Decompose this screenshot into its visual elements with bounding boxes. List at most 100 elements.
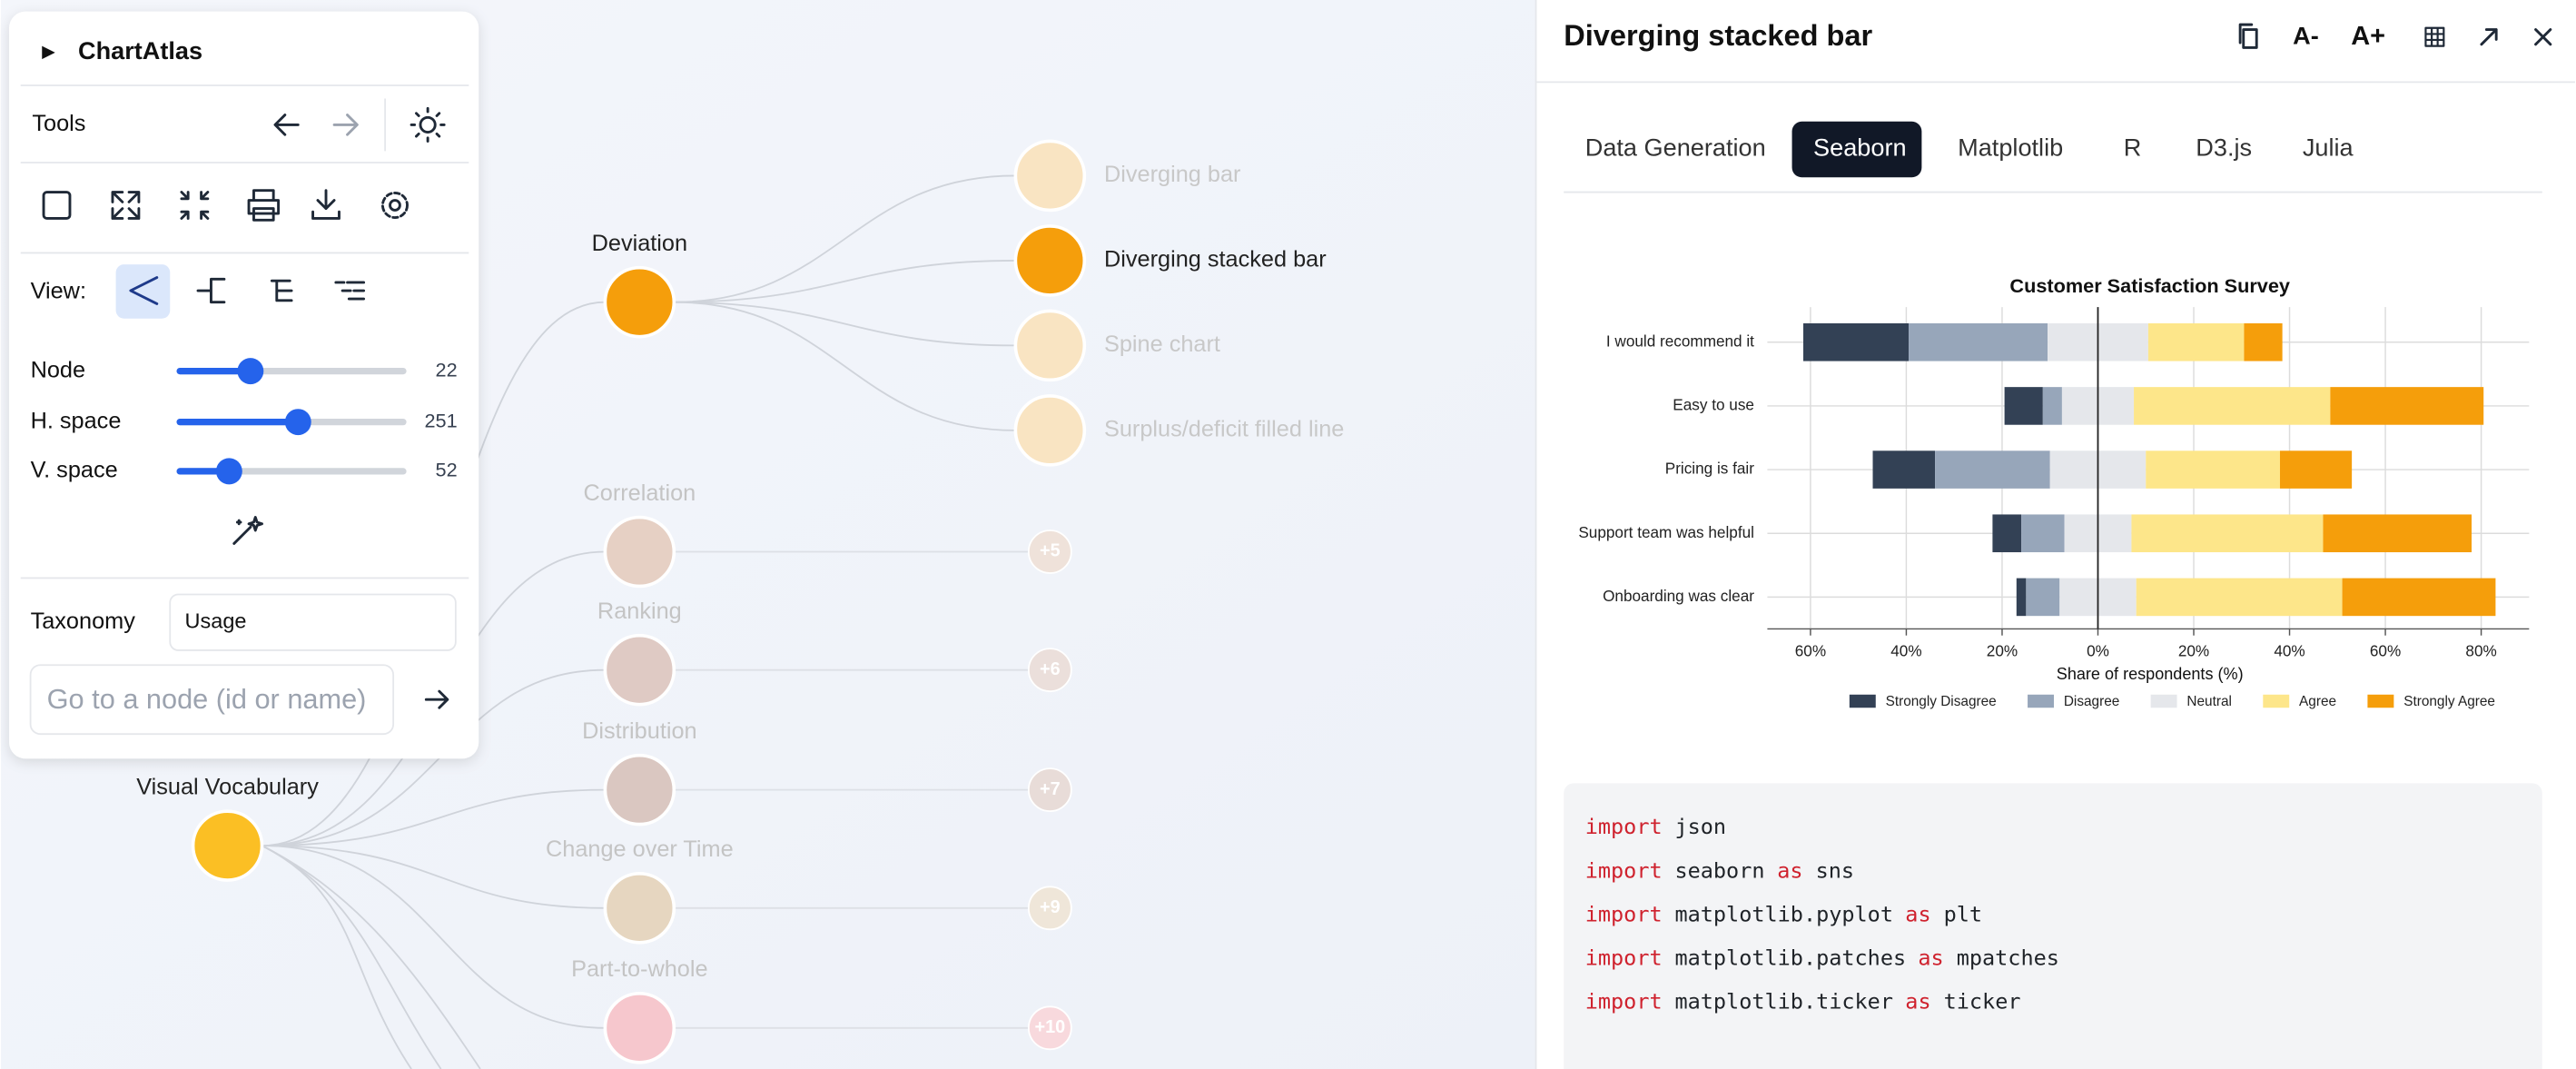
bar-segment	[2342, 578, 2496, 617]
bar-segment	[2136, 578, 2343, 617]
root-label: Visual Vocabulary	[136, 775, 319, 800]
view-indent-button[interactable]	[270, 279, 293, 302]
view-tree-button[interactable]	[196, 277, 226, 304]
category-node[interactable]	[603, 633, 676, 707]
leaf-label: Spine chart	[1104, 332, 1220, 357]
category-node[interactable]	[603, 515, 676, 589]
category-node[interactable]	[603, 872, 676, 945]
legend-label: Agree	[2299, 694, 2336, 709]
magic-wand-button[interactable]	[232, 516, 263, 545]
category-label: Change over Time	[546, 836, 734, 862]
bar-segment	[2147, 322, 2245, 361]
edge	[674, 260, 1016, 303]
category-node[interactable]	[603, 265, 676, 339]
settings-button[interactable]	[380, 191, 409, 220]
table-button[interactable]	[2424, 26, 2445, 47]
category-label: Distribution	[582, 718, 697, 744]
view-radial-selected[interactable]	[115, 264, 171, 319]
category-node[interactable]	[603, 753, 676, 826]
sliders: Node 22 H. space 251 V. space 52	[31, 357, 458, 485]
go-button[interactable]	[424, 689, 449, 709]
theme-toggle[interactable]	[410, 106, 446, 143]
y-tick-label: I would recommend it	[1606, 332, 1754, 350]
undo-button[interactable]	[273, 114, 300, 136]
tab[interactable]: Matplotlib	[1958, 134, 2063, 162]
code-keyword: import	[1585, 857, 1663, 883]
bar-segment	[1909, 322, 2048, 361]
view-icicle-button[interactable]	[334, 281, 366, 301]
redo-button[interactable]	[332, 114, 359, 136]
tab-active-bg	[1791, 121, 1922, 178]
tab[interactable]: R	[2124, 134, 2142, 162]
select-button[interactable]	[42, 191, 72, 220]
bar-segment	[2021, 514, 2065, 553]
category-label: Deviation	[592, 231, 687, 256]
slider-value: 22	[436, 358, 458, 381]
slider-value: 52	[436, 459, 458, 481]
slider-knob[interactable]	[237, 358, 264, 385]
view-label: View:	[31, 279, 86, 304]
popout-button[interactable]	[2480, 28, 2498, 46]
legend-label: Disagree	[2064, 694, 2119, 709]
y-tick-label: Onboarding was clear	[1603, 587, 1754, 605]
code-line: import json	[1585, 814, 1726, 839]
bar-segment	[2146, 450, 2280, 489]
bar-segment	[2323, 514, 2472, 553]
collapsed-node[interactable]	[1027, 886, 1072, 931]
code-keyword: as	[1905, 901, 1930, 926]
chart-title: Customer Satisfaction Survey	[2009, 274, 2290, 297]
collapsed-node[interactable]	[1027, 1005, 1072, 1051]
leaf-node[interactable]	[1013, 224, 1087, 297]
panel-title: Diverging stacked bar	[1564, 19, 1872, 52]
bar-segment	[2042, 387, 2062, 425]
code-token: matplotlib.ticker	[1674, 988, 1893, 1014]
edge	[262, 845, 412, 1069]
print-button[interactable]	[247, 189, 281, 222]
font-smaller-button[interactable]: A-	[2293, 22, 2319, 50]
download-button[interactable]	[311, 189, 341, 220]
taxonomy-select[interactable]	[169, 593, 457, 651]
collapsed-node[interactable]	[1027, 767, 1072, 813]
leaf-node[interactable]	[1013, 309, 1087, 382]
x-tick-label: 80%	[2465, 641, 2496, 659]
x-tick-label: 20%	[2178, 641, 2209, 659]
slider-knob[interactable]	[215, 458, 242, 485]
taxonomy-value: Usage	[185, 609, 247, 632]
code-keyword: import	[1585, 814, 1663, 839]
font-larger-button[interactable]: A+	[2351, 22, 2385, 51]
code-line: import matplotlib.ticker as ticker	[1585, 988, 2021, 1014]
edge	[262, 788, 606, 847]
close-button[interactable]	[2534, 28, 2552, 46]
code-token: ticker	[1944, 988, 2021, 1014]
legend-swatch	[2367, 694, 2394, 708]
expand-all-button[interactable]	[111, 191, 141, 220]
leaf-node[interactable]	[1013, 394, 1087, 467]
collapse-all-button[interactable]	[180, 191, 210, 220]
app-title: ChartAtlas	[78, 36, 202, 64]
taxonomy-label: Taxonomy	[31, 609, 136, 634]
y-tick-label: Easy to use	[1673, 395, 1754, 413]
code-token: matplotlib.pyplot	[1674, 901, 1893, 926]
tab[interactable]: Julia	[2303, 134, 2354, 162]
leaf-node[interactable]	[1013, 139, 1087, 213]
tab[interactable]: Data Generation	[1585, 134, 1766, 162]
copy-button[interactable]	[2238, 23, 2258, 49]
collapsed-node[interactable]	[1027, 530, 1072, 574]
slider-fill	[176, 468, 230, 475]
tab[interactable]: Seaborn	[1813, 134, 1907, 162]
tools-label: Tools	[32, 111, 85, 136]
slider-fill	[176, 367, 251, 375]
collapse-toggle[interactable]	[42, 45, 55, 60]
bar-segment	[2026, 578, 2060, 617]
search-input[interactable]	[29, 664, 395, 736]
view-radial-icon	[129, 276, 159, 305]
slider-label: Node	[31, 357, 85, 382]
collapsed-node[interactable]	[1027, 648, 1072, 693]
code-token: sns	[1816, 857, 1854, 883]
tab[interactable]: D3.js	[2196, 134, 2252, 162]
root-node[interactable]	[191, 809, 264, 882]
slider-knob[interactable]	[284, 409, 311, 436]
category-node[interactable]	[603, 992, 676, 1064]
slider-label: H. space	[31, 408, 122, 433]
y-tick-label: Pricing is fair	[1665, 460, 1754, 478]
